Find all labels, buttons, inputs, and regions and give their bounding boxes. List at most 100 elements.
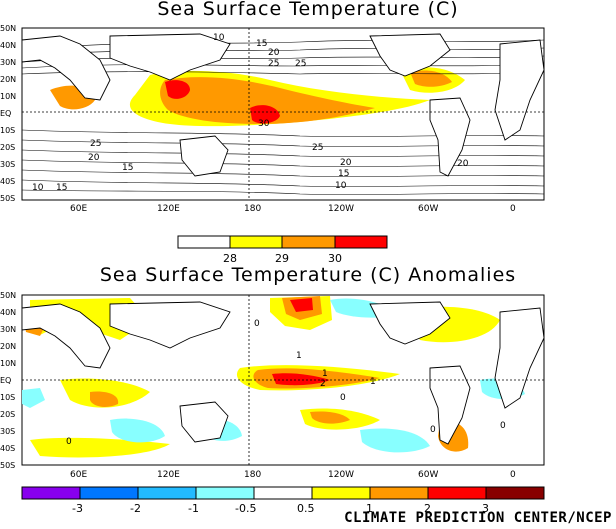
contour-label: 15 [56, 183, 67, 193]
sst-29-region [160, 77, 375, 124]
svg-text:60E: 60E [70, 470, 87, 480]
sst-legend-swatch [281, 235, 336, 249]
contour-label: 1 [370, 377, 376, 387]
svg-text:120W: 120W [328, 470, 354, 480]
contour-label: 1 [296, 351, 302, 361]
anomaly-legend-label: -1 [188, 502, 199, 515]
sst-lon-labels: 60E 120E 180 120W 60W 0 [70, 204, 516, 214]
contour-label: 20 [340, 158, 352, 168]
anomaly-legend-label: 3 [482, 502, 489, 515]
contour-label: 20 [88, 153, 100, 163]
svg-text:10S: 10S [0, 126, 15, 135]
anomaly-legend-swatch [311, 486, 371, 500]
svg-text:20S: 20S [0, 410, 15, 419]
sst-legend-swatch [229, 235, 283, 249]
sst-caribbean-hot [410, 70, 452, 87]
svg-text:30N: 30N [0, 325, 16, 334]
anomaly-legend-swatch [369, 486, 429, 500]
svg-text:30N: 30N [0, 58, 16, 67]
svg-text:120E: 120E [157, 204, 180, 214]
svg-text:60W: 60W [418, 470, 438, 480]
contour-label: 15 [256, 39, 267, 49]
anomaly-legend-label: 0.5 [297, 502, 315, 515]
svg-text:0: 0 [510, 470, 516, 480]
sst-continents [21, 33, 545, 177]
anomaly-legend: -3 -2 -1 -0.5 0.5 1 2 3 [21, 486, 545, 515]
svg-text:20N: 20N [0, 75, 16, 84]
contour-label: 25 [295, 59, 306, 69]
sst-legend-label: 28 [223, 252, 237, 265]
contour-label: 20 [268, 48, 280, 58]
contour-label: 0 [500, 421, 506, 431]
sst-legend-swatch [334, 235, 388, 249]
contour-label: 25 [312, 143, 323, 153]
contour-label: 15 [122, 163, 133, 173]
svg-text:30S: 30S [0, 160, 15, 169]
anomaly-legend-label: -3 [72, 502, 83, 515]
contour-label: 2 [320, 379, 326, 389]
sst-30-region-west [165, 80, 190, 99]
contour-label: 10 [335, 181, 347, 191]
contour-label: 20 [457, 159, 469, 169]
sst-legend-label: 30 [328, 252, 342, 265]
contour-label: 10 [32, 183, 44, 193]
svg-text:40N: 40N [0, 308, 16, 317]
svg-text:180: 180 [244, 470, 261, 480]
sst-legend: 28 29 30 [177, 235, 388, 265]
contour-label: 0 [254, 319, 260, 329]
anomaly-legend-swatch [79, 486, 139, 500]
contour-label: 10 [213, 33, 225, 43]
anomaly-continents [21, 301, 545, 445]
anomaly-legend-swatch [253, 486, 313, 500]
svg-text:60W: 60W [418, 204, 438, 214]
anomaly-legend-swatch [137, 486, 197, 500]
sst-anomaly-title: Sea Surface Temperature (C) Anomalies [99, 264, 517, 286]
svg-text:120W: 120W [328, 204, 354, 214]
svg-text:0: 0 [510, 204, 516, 214]
svg-text:50N: 50N [0, 291, 16, 300]
contour-label: 15 [338, 169, 349, 179]
svg-text:60E: 60E [70, 204, 87, 214]
svg-text:50S: 50S [0, 194, 15, 203]
contour-label: 0 [340, 393, 346, 403]
svg-text:EQ: EQ [0, 109, 11, 118]
svg-text:10N: 10N [0, 359, 16, 368]
anomaly-legend-swatch [485, 486, 545, 500]
svg-text:20N: 20N [0, 342, 16, 351]
svg-text:10N: 10N [0, 92, 16, 101]
sst-legend-label: 29 [275, 252, 289, 265]
svg-text:EQ: EQ [0, 376, 11, 385]
contour-label: 1 [322, 369, 328, 379]
svg-text:40S: 40S [0, 177, 15, 186]
svg-text:40S: 40S [0, 444, 15, 453]
sst-legend-swatch [177, 235, 231, 249]
anomaly-legend-label: -2 [130, 502, 141, 515]
contour-label: 30 [258, 119, 270, 129]
contour-label: 25 [90, 139, 101, 149]
svg-text:50S: 50S [0, 461, 15, 470]
sst-30-region-central [250, 105, 280, 124]
anomaly-lat-labels: 50N 40N 30N 20N 10N EQ 10S 20S 30S 40S 5… [0, 291, 16, 470]
svg-text:30S: 30S [0, 427, 15, 436]
contour-label: 0 [66, 437, 72, 447]
anomaly-lon-labels: 60E 120E 180 120W 60W 0 [70, 470, 516, 480]
svg-text:120E: 120E [157, 470, 180, 480]
svg-text:20S: 20S [0, 143, 15, 152]
sst-title: Sea Surface Temperature (C) [157, 0, 459, 20]
svg-text:10S: 10S [0, 393, 15, 402]
anomaly-legend-label: 2 [424, 502, 431, 515]
anomaly-legend-swatch [21, 486, 81, 500]
anomaly-legend-swatch [195, 486, 255, 500]
contour-label: 25 [268, 59, 279, 69]
anomaly-legend-label: 1 [366, 502, 373, 515]
svg-text:50N: 50N [0, 24, 16, 33]
sst-panel: 10 15 20 25 25 30 25 20 15 10 20 15 10 1… [0, 24, 545, 214]
contour-label: 0 [430, 425, 436, 435]
svg-text:40N: 40N [0, 41, 16, 50]
anomaly-legend-label: -0.5 [235, 502, 256, 515]
credit-text: CLIMATE PREDICTION CENTER/NCEP [344, 510, 612, 526]
svg-text:180: 180 [244, 204, 261, 214]
sst-lat-labels: 50N 40N 30N 20N 10N EQ 10S 20S 30S 40S 5… [0, 24, 16, 203]
anomaly-panel: 0 1 1 2 1 0 0 0 0 50N 40N 30N 20N 10N EQ… [0, 291, 545, 480]
